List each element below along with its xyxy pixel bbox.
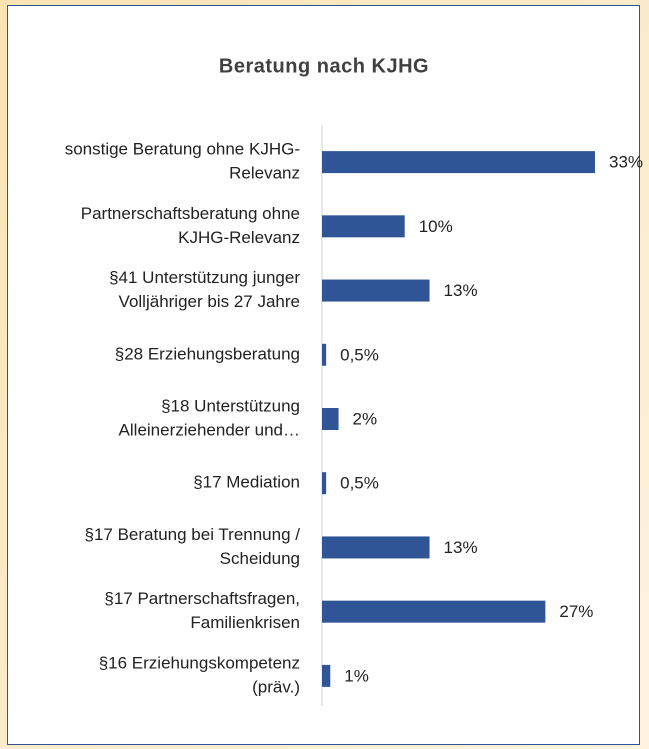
panel bbox=[7, 5, 640, 745]
category-label: Volljähriger bis 27 Jahre bbox=[119, 292, 300, 311]
value-label: 0,5% bbox=[340, 345, 379, 364]
category-label: Partnerschaftsberatung ohne bbox=[81, 204, 300, 223]
category-label: §18 Unterstützung bbox=[161, 396, 300, 415]
category-label: (präv.) bbox=[252, 677, 300, 696]
category-label: §17 Mediation bbox=[193, 473, 300, 492]
bar bbox=[322, 343, 327, 366]
category-label: §16 Erziehungskompetenz bbox=[99, 653, 300, 672]
category-label: §17 Beratung bei Trennung / bbox=[85, 525, 301, 544]
value-label: 13% bbox=[444, 281, 478, 300]
category-label: Alleinerziehender und… bbox=[119, 420, 300, 439]
bar bbox=[322, 472, 327, 495]
bar bbox=[322, 408, 339, 430]
category-label: Familienkrisen bbox=[190, 613, 300, 632]
bar bbox=[322, 215, 405, 238]
value-label: 10% bbox=[419, 217, 453, 236]
category-label: §17 Partnerschaftsfragen, bbox=[104, 589, 300, 608]
category-label: Scheidung bbox=[220, 549, 300, 568]
bar bbox=[322, 664, 331, 687]
value-label: 0,5% bbox=[340, 474, 379, 493]
category-label: KJHG-Relevanz bbox=[178, 228, 300, 247]
category-label: §28 Erziehungsberatung bbox=[115, 344, 300, 363]
category-label: Relevanz bbox=[229, 164, 300, 183]
value-label: 33% bbox=[609, 153, 643, 172]
value-label: 27% bbox=[559, 602, 593, 621]
category-label: sonstige Beratung ohne KJHG- bbox=[65, 140, 300, 159]
value-label: 13% bbox=[444, 538, 478, 557]
chart-title: Beratung nach KJHG bbox=[219, 55, 429, 77]
value-label: 2% bbox=[353, 409, 378, 428]
bar bbox=[322, 151, 595, 174]
bar bbox=[322, 600, 546, 623]
bar bbox=[322, 279, 430, 302]
value-label: 1% bbox=[344, 666, 369, 685]
category-label: §41 Unterstützung junger bbox=[109, 268, 300, 287]
bar bbox=[322, 536, 430, 559]
